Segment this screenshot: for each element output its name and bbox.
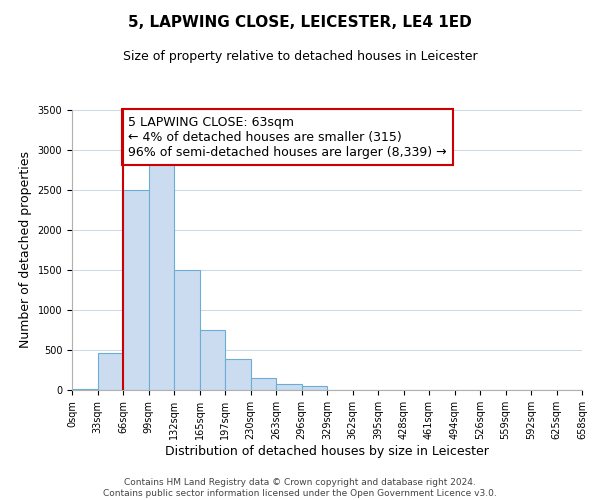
Bar <box>199 330 225 390</box>
Bar <box>123 190 149 390</box>
Y-axis label: Number of detached properties: Number of detached properties <box>19 152 32 348</box>
Text: Contains HM Land Registry data © Crown copyright and database right 2024.
Contai: Contains HM Land Registry data © Crown c… <box>103 478 497 498</box>
Bar <box>225 359 251 390</box>
Text: 5 LAPWING CLOSE: 63sqm
← 4% of detached houses are smaller (315)
96% of semi-det: 5 LAPWING CLOSE: 63sqm ← 4% of detached … <box>128 116 447 158</box>
Bar <box>174 270 199 390</box>
Text: 5, LAPWING CLOSE, LEICESTER, LE4 1ED: 5, LAPWING CLOSE, LEICESTER, LE4 1ED <box>128 15 472 30</box>
Bar <box>276 384 302 390</box>
Bar <box>72 389 97 390</box>
Bar <box>97 353 123 390</box>
Bar <box>149 165 174 390</box>
Text: Size of property relative to detached houses in Leicester: Size of property relative to detached ho… <box>122 50 478 63</box>
X-axis label: Distribution of detached houses by size in Leicester: Distribution of detached houses by size … <box>165 444 489 458</box>
Bar <box>251 378 276 390</box>
Bar <box>302 386 327 390</box>
